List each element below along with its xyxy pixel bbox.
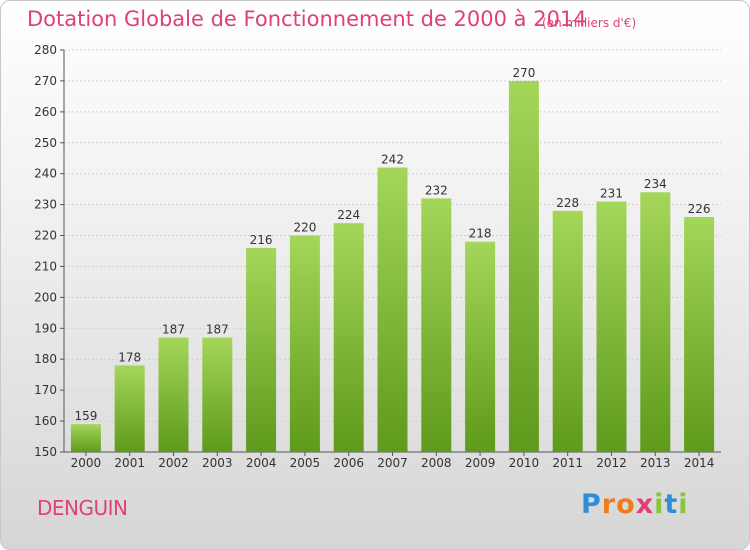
- y-tick-label: 250: [34, 136, 57, 150]
- logo-letter: t: [664, 489, 679, 520]
- x-tick-label-2005: 2005: [290, 456, 321, 470]
- logo-letter: x: [635, 489, 655, 520]
- value-label-2000: 159: [74, 409, 97, 423]
- x-tick-labels: 2000 2001 2002 2003 2004 2005 2006 2007 2008 2009…: [71, 456, 715, 470]
- x-tick-label-2000: 2000: [71, 456, 102, 470]
- y-tick-label: 200: [34, 290, 57, 304]
- bars: [70, 80, 715, 452]
- y-tick-label: 210: [34, 259, 57, 273]
- x-tick-label-2003: 2003: [202, 456, 233, 470]
- x-tick-label-2008: 2008: [421, 456, 452, 470]
- value-labels: 159 178 187 187 216 220 224 242 232 218 270 228 231 2…: [74, 66, 710, 423]
- x-tick-label-2006: 2006: [333, 456, 364, 470]
- y-tick-label: 260: [34, 105, 57, 119]
- value-label-2008: 232: [425, 183, 448, 197]
- chart-unit-note: (en milliers d'€): [542, 16, 637, 30]
- bar-2003: [202, 337, 233, 452]
- y-tick-label: 270: [34, 74, 57, 88]
- value-label-2002: 187: [162, 323, 185, 337]
- x-tick-label-2002: 2002: [158, 456, 189, 470]
- value-label-2005: 220: [293, 221, 316, 235]
- logo-letter: P: [581, 489, 602, 520]
- bar-2004: [246, 247, 277, 452]
- y-tick-label: 190: [34, 321, 57, 335]
- x-tick-label-2012: 2012: [596, 456, 627, 470]
- value-label-2006: 224: [337, 208, 360, 222]
- x-tick-label-2001: 2001: [114, 456, 145, 470]
- logo-letter: i: [678, 489, 689, 520]
- bar-2001: [114, 365, 145, 452]
- value-label-2001: 178: [118, 350, 141, 364]
- value-label-2004: 216: [250, 233, 273, 247]
- value-label-2011: 228: [556, 196, 579, 210]
- x-tick-label-2010: 2010: [509, 456, 540, 470]
- value-label-2010: 270: [512, 66, 535, 80]
- y-tick-labels: 150 160 170 180 190 200 210 220 230 240 250 260 270 2…: [34, 43, 57, 459]
- logo-letter: o: [616, 489, 636, 520]
- bar-2008: [421, 198, 452, 452]
- y-tick-label: 240: [34, 167, 57, 181]
- value-label-2013: 234: [644, 177, 667, 191]
- x-tick-label-2011: 2011: [552, 456, 583, 470]
- bar-2014: [684, 216, 715, 452]
- x-tick-label-2013: 2013: [640, 456, 671, 470]
- bar-2000: [70, 424, 101, 452]
- y-tick-label: 150: [34, 445, 57, 459]
- bar-2006: [333, 223, 364, 452]
- bar-2010: [508, 80, 539, 452]
- value-label-2009: 218: [469, 227, 492, 241]
- y-tick-label: 280: [34, 43, 57, 57]
- y-tick-label: 160: [34, 414, 57, 428]
- x-tick-label-2007: 2007: [377, 456, 408, 470]
- value-label-2007: 242: [381, 153, 404, 167]
- chart-title: Dotation Globale de Fonctionnement de 20…: [27, 7, 587, 31]
- x-tick-label-2009: 2009: [465, 456, 496, 470]
- commune-name: DENGUIN: [37, 496, 128, 520]
- y-tick-label: 220: [34, 229, 57, 243]
- value-label-2012: 231: [600, 187, 623, 201]
- y-tick-label: 230: [34, 198, 57, 212]
- bar-2007: [377, 167, 408, 452]
- y-tick-label: 170: [34, 383, 57, 397]
- x-tick-label-2014: 2014: [684, 456, 715, 470]
- logo-letter: i: [654, 489, 665, 520]
- bar-2002: [158, 337, 189, 452]
- value-label-2003: 187: [206, 323, 229, 337]
- x-tick-label-2004: 2004: [246, 456, 277, 470]
- value-label-2014: 226: [688, 202, 711, 216]
- bar-2012: [596, 201, 627, 452]
- bar-2011: [552, 210, 583, 452]
- bar-2009: [465, 241, 496, 452]
- bar-2005: [289, 235, 320, 452]
- bar-2013: [640, 192, 671, 452]
- proxiti-logo: Proxiti: [581, 489, 689, 520]
- y-tick-label: 180: [34, 352, 57, 366]
- logo-letter: r: [601, 489, 617, 520]
